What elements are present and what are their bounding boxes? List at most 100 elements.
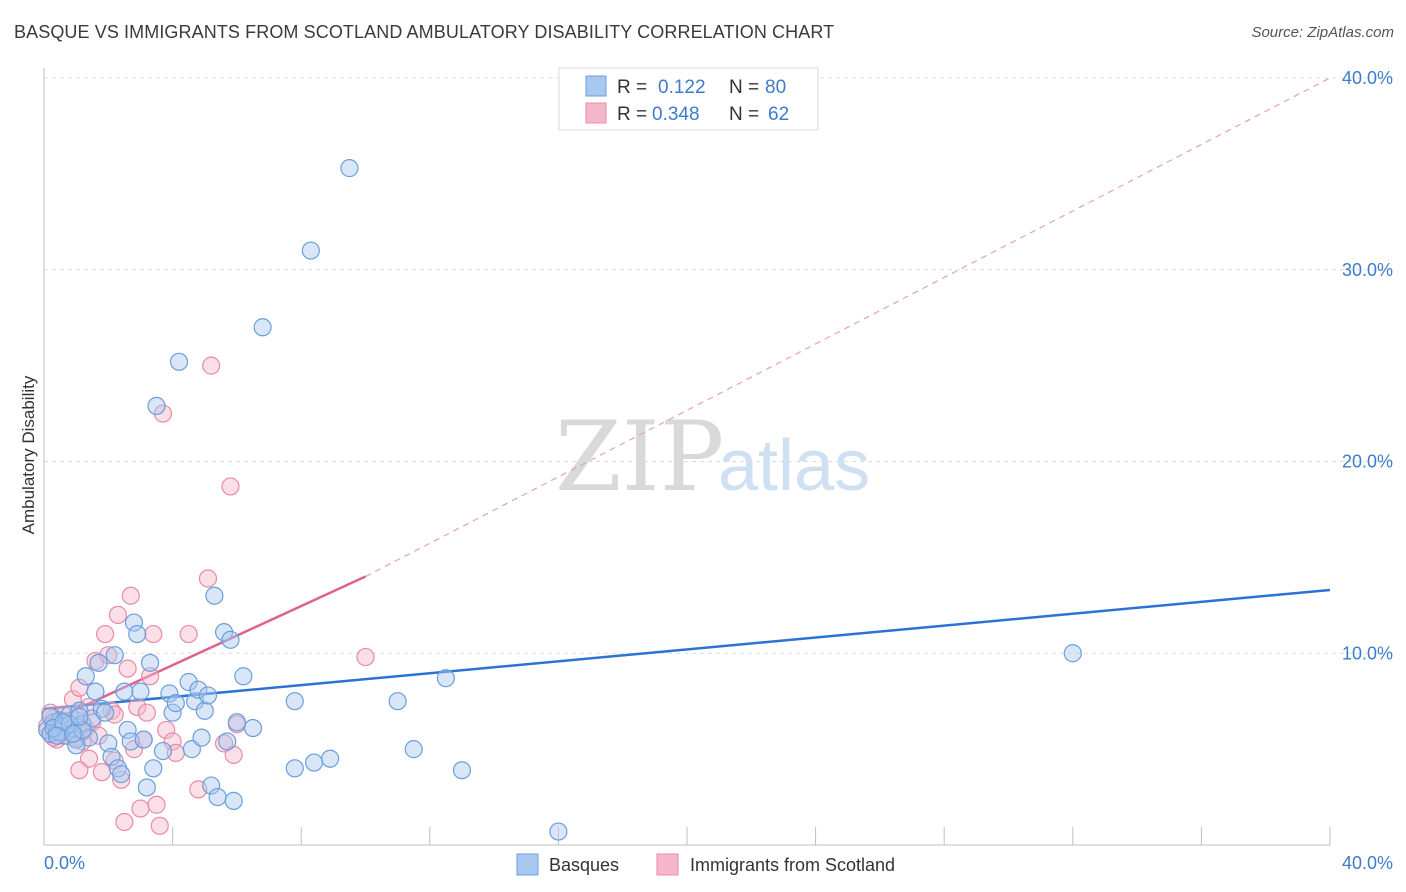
bottom-legend-swatch-basques bbox=[516, 853, 539, 876]
scotland-point bbox=[147, 795, 166, 814]
basques-point bbox=[221, 630, 240, 649]
legend-r-value-1: 0.122 bbox=[658, 77, 706, 98]
basques-point bbox=[163, 703, 182, 722]
watermark-atlas: atlas bbox=[718, 426, 870, 506]
basques-points bbox=[38, 159, 1082, 841]
legend-r-value-2: 0.348 bbox=[652, 104, 700, 125]
legend-n-value-1: 80 bbox=[765, 77, 786, 98]
y-tick-label-10: 10.0% bbox=[1342, 643, 1393, 663]
basques-point bbox=[73, 720, 92, 740]
basques-point bbox=[1063, 644, 1082, 663]
scotland-point bbox=[121, 586, 140, 605]
basques-point bbox=[549, 822, 568, 841]
basques-point bbox=[208, 787, 227, 807]
basques-point bbox=[67, 736, 86, 755]
x-tick-label-min: 0.0% bbox=[44, 853, 85, 873]
basques-point bbox=[134, 730, 153, 749]
scotland-point bbox=[41, 703, 60, 722]
basques-point bbox=[47, 726, 66, 745]
scotland-trendline-extension bbox=[365, 77, 1331, 578]
y-tick-label-20: 20.0% bbox=[1342, 452, 1393, 472]
basques-point bbox=[63, 724, 83, 743]
scotland-point bbox=[70, 761, 89, 780]
basques-point bbox=[89, 653, 108, 672]
legend-swatch-basques bbox=[585, 75, 607, 97]
basques-point bbox=[144, 759, 163, 778]
basques-point bbox=[70, 707, 89, 726]
basques-point bbox=[436, 669, 455, 688]
basques-point bbox=[147, 396, 166, 415]
basques-point bbox=[108, 759, 128, 778]
scotland-point bbox=[112, 770, 131, 789]
y-tick-label-30: 30.0% bbox=[1342, 260, 1393, 280]
basques-point bbox=[153, 741, 173, 761]
basques-point bbox=[224, 791, 243, 810]
scotland-point bbox=[115, 812, 134, 832]
scotland-point bbox=[140, 667, 160, 686]
scotland-point bbox=[157, 720, 176, 740]
basques-point bbox=[285, 692, 304, 711]
basques-point bbox=[160, 684, 179, 703]
chart-title: BASQUE VS IMMIGRANTS FROM SCOTLAND AMBUL… bbox=[14, 22, 835, 42]
scotland-point bbox=[163, 732, 182, 751]
legend-swatch-scotland bbox=[585, 102, 607, 124]
legend-n-label-1: N = bbox=[729, 77, 759, 98]
scotland-point bbox=[137, 703, 156, 722]
basques-point bbox=[124, 613, 144, 632]
basques-point bbox=[243, 718, 263, 738]
basques-point bbox=[321, 749, 340, 768]
watermark: ZIP atlas bbox=[555, 401, 870, 513]
legend-n-value-2: 62 bbox=[768, 104, 789, 125]
y-tick-labels: 10.0% 20.0% 30.0% 40.0% bbox=[1342, 68, 1393, 663]
basques-point bbox=[112, 764, 131, 784]
legend-r-label-2: R = bbox=[617, 104, 647, 125]
basques-point bbox=[118, 720, 137, 740]
scotland-point bbox=[128, 697, 147, 717]
legend-n-label-2: N = bbox=[729, 104, 759, 125]
basques-point bbox=[227, 713, 246, 732]
scotland-point bbox=[131, 799, 150, 818]
scotland-point bbox=[221, 477, 240, 496]
basques-point bbox=[388, 692, 407, 711]
basques-point bbox=[340, 159, 359, 178]
basques-point bbox=[140, 653, 160, 672]
watermark-zip: ZIP bbox=[555, 401, 724, 513]
basques-point bbox=[304, 753, 324, 772]
scotland-point bbox=[108, 605, 128, 625]
scotland-point bbox=[99, 646, 118, 665]
bottom-legend-swatch-scotland bbox=[656, 853, 679, 876]
scotland-point bbox=[144, 624, 163, 644]
basques-point bbox=[404, 740, 423, 759]
basques-point bbox=[105, 646, 124, 665]
basques-point bbox=[202, 776, 221, 795]
legend: R = 0.122 N = 80 R = 0.348 N = 62 bbox=[558, 67, 819, 131]
x-tick-label-max: 40.0% bbox=[1342, 853, 1393, 873]
scotland-point bbox=[150, 816, 169, 835]
basques-point bbox=[189, 680, 208, 699]
basques-point bbox=[95, 703, 115, 722]
basques-point bbox=[234, 667, 253, 686]
bottom-legend-scotland: Immigrants from Scotland bbox=[690, 855, 895, 875]
basques-point bbox=[128, 624, 147, 644]
chart-source: Source: ZipAtlas.com bbox=[1251, 24, 1394, 41]
basques-trendline bbox=[43, 588, 1331, 711]
basques-point bbox=[218, 732, 237, 751]
scotland-point bbox=[202, 356, 221, 375]
basques-point bbox=[102, 747, 121, 766]
basques-point bbox=[166, 694, 185, 713]
bottom-legend-basques: Basques bbox=[549, 855, 619, 875]
scotland-point bbox=[179, 624, 198, 644]
basques-point bbox=[195, 701, 214, 720]
basques-point bbox=[253, 318, 272, 337]
basques-point bbox=[301, 241, 320, 260]
basques-point bbox=[179, 672, 198, 692]
basques-point bbox=[452, 761, 472, 780]
scotland-point bbox=[356, 647, 375, 667]
scotland-point bbox=[118, 659, 137, 678]
basques-point bbox=[86, 682, 105, 701]
basques-point bbox=[76, 667, 95, 686]
basques-point bbox=[285, 759, 304, 778]
basques-point bbox=[198, 686, 218, 705]
basques-point bbox=[44, 713, 63, 732]
